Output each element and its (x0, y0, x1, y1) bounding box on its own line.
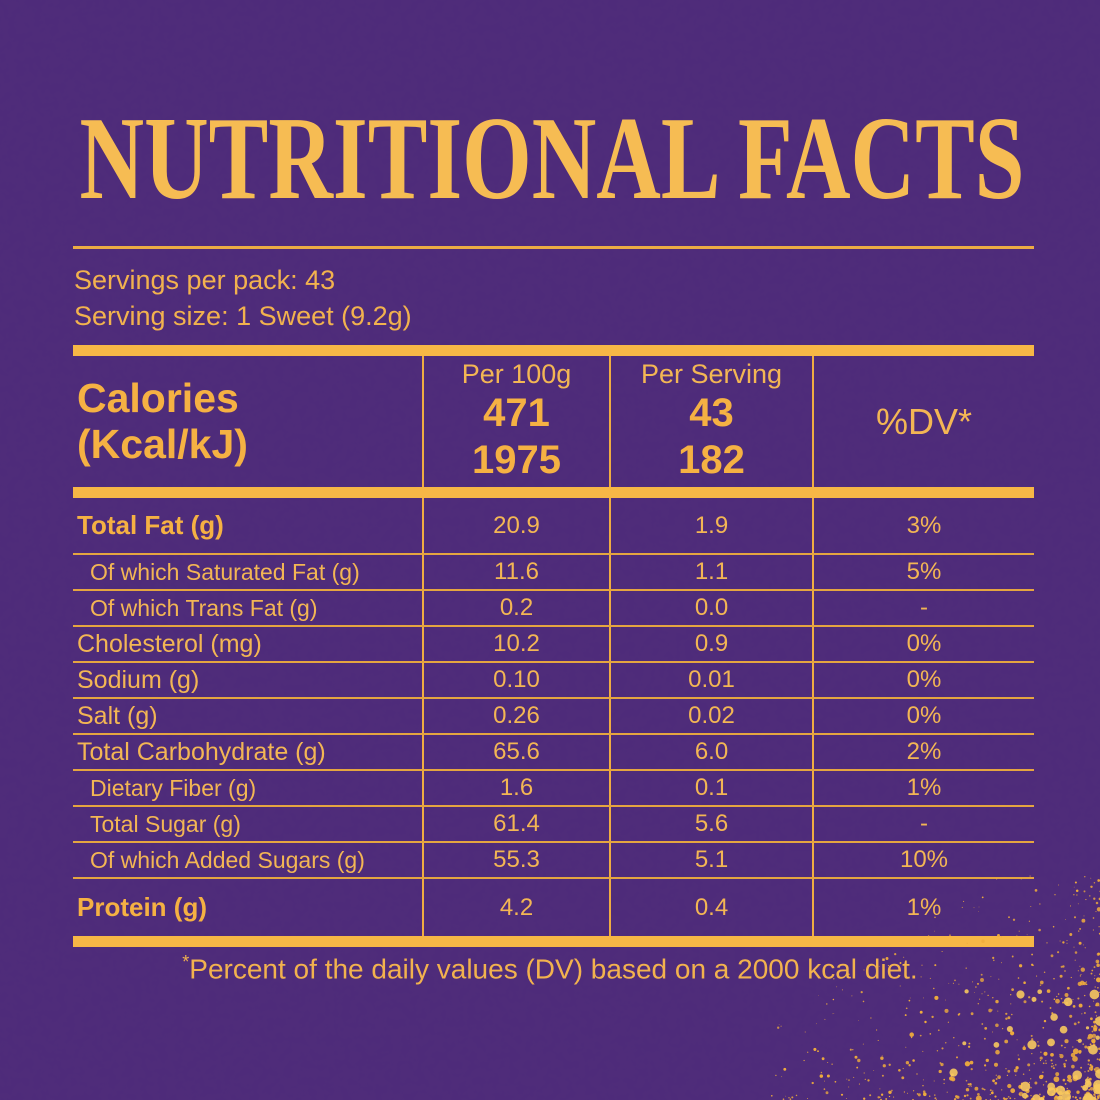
row-value-per100g: 1.6 (422, 771, 609, 805)
divider-rule (73, 246, 1034, 249)
row-label: Salt (g) (77, 701, 158, 730)
row-value-dv: 10% (812, 843, 1034, 877)
row-value-per-serving: 6.0 (609, 735, 812, 769)
calories-label-line2: (Kcal/kJ) (77, 420, 248, 467)
row-value-dv: - (812, 807, 1034, 841)
per-serving-value-kcal: 43 (689, 391, 734, 435)
table-row: Dietary Fiber (g) 1.6 0.1 1% (73, 769, 1034, 805)
row-value-per100g: 0.26 (422, 699, 609, 733)
row-value-per100g: 65.6 (422, 735, 609, 769)
row-value-per-serving: 0.9 (609, 627, 812, 661)
row-value-per-serving: 0.01 (609, 663, 812, 697)
row-label: Of which Trans Fat (g) (90, 594, 318, 621)
row-label: Dietary Fiber (g) (90, 774, 257, 801)
per-serving-value-kj: 182 (678, 438, 745, 483)
table-bottom-bar (73, 936, 1034, 947)
row-value-per100g: 0.10 (422, 663, 609, 697)
row-value-per-serving: 0.0 (609, 591, 812, 625)
table-row: Of which Trans Fat (g) 0.2 0.0- (73, 589, 1034, 625)
row-value-dv: 1% (812, 879, 1034, 936)
page-title: NUTRITIONAL FACTS (80, 92, 1025, 224)
row-value-dv: 3% (812, 498, 1034, 553)
per-serving-column-label: Per Serving (640, 359, 783, 389)
table-row: Total Fat (g) 20.9 1.9 3% (73, 498, 1034, 553)
row-value-per-serving: 0.1 (609, 771, 812, 805)
row-value-dv: 1% (812, 771, 1034, 805)
svg-text:NUTRITIONAL FACTS: NUTRITIONAL FACTS (80, 92, 1025, 224)
row-label: Cholesterol (mg) (77, 629, 262, 658)
row-value-dv: 5% (812, 555, 1034, 589)
row-value-dv: 0% (812, 699, 1034, 733)
per-serving-column-header: Per Serving 43 182 (609, 356, 812, 487)
table-row: Total Sugar (g) 61.4 5.6- (73, 805, 1034, 841)
per100g-value-kcal: 471 (483, 391, 550, 435)
row-value-per-serving: 0.02 (609, 699, 812, 733)
table-row: Sodium (g) 0.10 0.01 0% (73, 661, 1034, 697)
row-value-per100g: 61.4 (422, 807, 609, 841)
footnote: *Percent of the daily values (DV) based … (0, 952, 1100, 985)
row-value-dv: 0% (812, 663, 1034, 697)
nutrition-table: Calories (Kcal/kJ) Per 100g 471 1975 Per… (73, 345, 1034, 947)
row-value-per-serving: 1.1 (609, 555, 812, 589)
row-label: Of which Saturated Fat (g) (90, 558, 360, 585)
row-value-per100g: 20.9 (422, 498, 609, 553)
row-value-per100g: 10.2 (422, 627, 609, 661)
row-value-per100g: 55.3 (422, 843, 609, 877)
calories-label-line1: Calories (77, 374, 239, 421)
table-row: Salt (g) 0.26 0.02 0% (73, 697, 1034, 733)
row-value-per100g: 4.2 (422, 879, 609, 936)
row-value-per100g: 11.6 (422, 555, 609, 589)
table-row: Of which Added Sugars (g) 55.3 5.1 10% (73, 841, 1034, 877)
table-row: Cholesterol (mg) 10.2 0.9 0% (73, 625, 1034, 661)
per100g-value-kj: 1975 (472, 438, 561, 483)
dv-column-header: %DV* (812, 356, 1034, 487)
table-top-bar (73, 345, 1034, 356)
row-value-per-serving: 5.1 (609, 843, 812, 877)
table-body: Total Fat (g) 20.9 1.9 3% Of which Saturated… (73, 498, 1034, 936)
row-label: Total Sugar (g) (90, 810, 241, 837)
row-value-dv: 0% (812, 627, 1034, 661)
row-label: Sodium (g) (77, 665, 200, 694)
row-label: Protein (g) (77, 892, 207, 922)
table-header-row: Calories (Kcal/kJ) Per 100g 471 1975 Per… (73, 356, 1034, 487)
row-label: Of which Added Sugars (g) (90, 846, 365, 873)
row-value-per-serving: 5.6 (609, 807, 812, 841)
table-row: Protein (g) 4.2 0.4 1% (73, 877, 1034, 936)
row-value-per-serving: 1.9 (609, 498, 812, 553)
table-middle-bar (73, 487, 1034, 498)
calories-label: Calories (Kcal/kJ) (73, 356, 422, 487)
row-value-dv: 2% (812, 735, 1034, 769)
footnote-text: Percent of the daily values (DV) based o… (189, 953, 918, 985)
per100g-column-label: Per 100g (461, 359, 572, 389)
footnote-asterisk: * (182, 952, 190, 972)
row-value-per-serving: 0.4 (609, 879, 812, 936)
servings-per-pack: Servings per pack: 43 (74, 265, 336, 295)
row-value-dv: - (812, 591, 1034, 625)
table-row: Of which Saturated Fat (g) 11.6 1.1 5% (73, 553, 1034, 589)
table-row: Total Carbohydrate (g) 65.6 6.0 2% (73, 733, 1034, 769)
row-label: Total Carbohydrate (g) (77, 737, 326, 766)
row-label: Total Fat (g) (77, 510, 224, 540)
serving-size: Serving size: 1 Sweet (9.2g) (74, 301, 412, 331)
row-value-per100g: 0.2 (422, 591, 609, 625)
per100g-column-header: Per 100g 471 1975 (422, 356, 609, 487)
